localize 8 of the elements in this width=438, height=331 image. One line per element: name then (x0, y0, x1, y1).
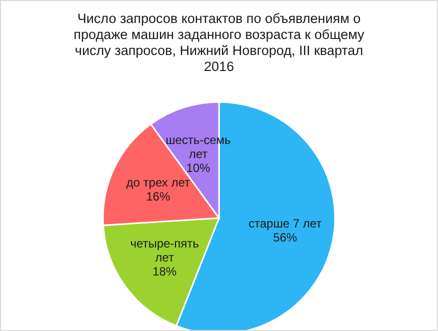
data-label: 18% (152, 264, 177, 279)
slice-label: старше 7 лет (248, 216, 322, 231)
data-label: 56% (273, 230, 298, 245)
slice-label: четыре-пять лет (130, 236, 199, 265)
chart-title: Число запросов контактов по объявлениям о продаже машин заданного возраста к общему числу запросов, Нижний Новгород, III квартал 2016 (72, 11, 366, 75)
data-label: 10% (186, 161, 211, 176)
slice-label: до трех лет (126, 175, 190, 190)
data-label: 16% (146, 189, 170, 204)
